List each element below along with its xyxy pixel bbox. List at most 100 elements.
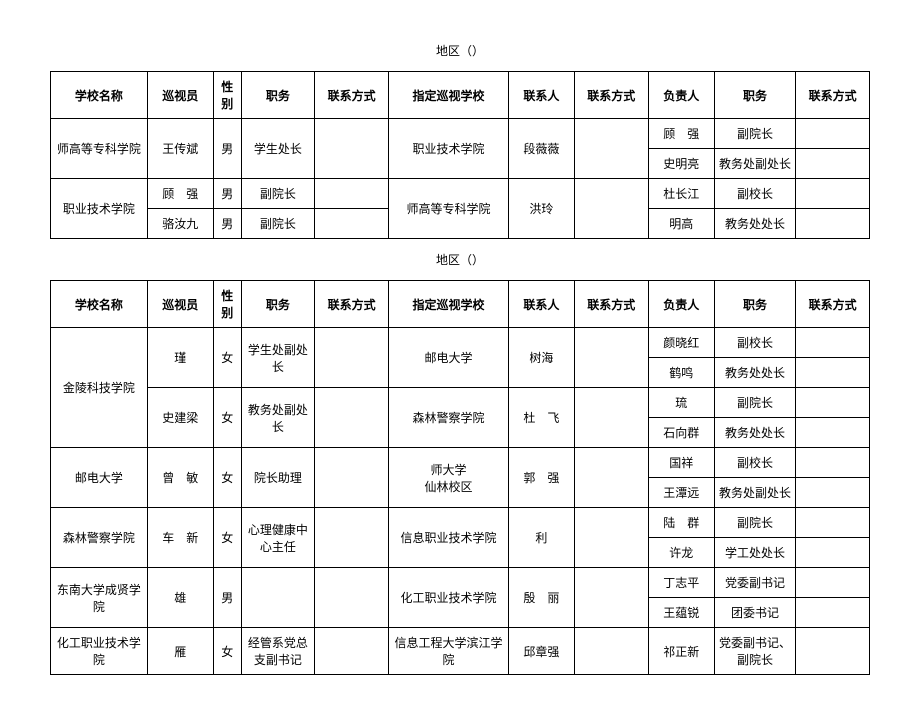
header-cell: 职务 xyxy=(241,72,315,119)
table-cell: 信息职业技术学院 xyxy=(389,508,509,568)
table-cell: 雄 xyxy=(147,568,213,628)
table-cell xyxy=(315,119,389,179)
table-cell: 职业技术学院 xyxy=(389,119,509,179)
table-cell: 党委副书记、副院长 xyxy=(714,628,795,675)
table-cell xyxy=(796,328,870,358)
header-cell: 职务 xyxy=(714,281,795,328)
header-cell: 联系方式 xyxy=(574,72,648,119)
table-cell: 团委书记 xyxy=(714,598,795,628)
header-cell: 职务 xyxy=(241,281,315,328)
table-cell: 颜晓红 xyxy=(648,328,714,358)
section-title: 地区（） xyxy=(50,42,870,59)
header-cell: 职务 xyxy=(714,72,795,119)
table-cell: 化工职业技术学院 xyxy=(389,568,509,628)
table-cell xyxy=(315,209,389,239)
table-cell: 教务处副处长 xyxy=(714,478,795,508)
table-cell: 国祥 xyxy=(648,448,714,478)
table-cell: 副校长 xyxy=(714,179,795,209)
header-cell: 负责人 xyxy=(648,72,714,119)
table-cell: 树海 xyxy=(508,328,574,388)
table-cell: 史建梁 xyxy=(147,388,213,448)
table-cell: 石向群 xyxy=(648,418,714,448)
table-cell: 陆 群 xyxy=(648,508,714,538)
table-cell: 明高 xyxy=(648,209,714,239)
table-cell: 师高等专科学院 xyxy=(51,119,148,179)
table-cell xyxy=(796,418,870,448)
table-cell: 教务处副处长 xyxy=(241,388,315,448)
table-cell xyxy=(796,568,870,598)
table-cell xyxy=(796,508,870,538)
header-cell: 联系方式 xyxy=(315,281,389,328)
table-cell xyxy=(796,628,870,675)
table-cell: 祁正新 xyxy=(648,628,714,675)
table-cell: 郭 强 xyxy=(508,448,574,508)
table-cell xyxy=(796,209,870,239)
table-row: 邮电大学曾 敏女院长助理师大学仙林校区郭 强国祥副校长 xyxy=(51,448,870,478)
table-cell: 副院长 xyxy=(241,179,315,209)
table-cell xyxy=(315,508,389,568)
data-table: 学校名称巡视员性别职务联系方式指定巡视学校联系人联系方式负责人职务联系方式金陵科… xyxy=(50,280,870,675)
table-row: 化工职业技术学院雁女经管系党总支副书记信息工程大学滨江学院邱章强祁正新党委副书记… xyxy=(51,628,870,675)
table-cell xyxy=(796,119,870,149)
table-row: 森林警察学院车 新女心理健康中心主任信息职业技术学院利陆 群副院长 xyxy=(51,508,870,538)
header-cell: 巡视员 xyxy=(147,72,213,119)
table-cell xyxy=(315,328,389,388)
table-cell xyxy=(315,388,389,448)
table-cell: 男 xyxy=(213,119,241,179)
table-cell: 车 新 xyxy=(147,508,213,568)
table-cell: 副校长 xyxy=(714,448,795,478)
table-cell: 女 xyxy=(213,508,241,568)
table-cell xyxy=(796,448,870,478)
table-cell: 东南大学成贤学院 xyxy=(51,568,148,628)
table-cell: 段薇薇 xyxy=(508,119,574,179)
table-cell xyxy=(796,478,870,508)
table-cell xyxy=(315,568,389,628)
table-cell: 女 xyxy=(213,448,241,508)
table-cell: 森林警察学院 xyxy=(389,388,509,448)
header-cell: 联系方式 xyxy=(796,72,870,119)
header-cell: 性别 xyxy=(213,72,241,119)
table-cell: 教务处处长 xyxy=(714,358,795,388)
table-cell xyxy=(796,358,870,388)
header-cell: 巡视员 xyxy=(147,281,213,328)
table-cell xyxy=(796,538,870,568)
header-cell: 联系方式 xyxy=(315,72,389,119)
table-cell: 顾 强 xyxy=(147,179,213,209)
table-cell: 洪玲 xyxy=(508,179,574,239)
table-cell xyxy=(574,119,648,179)
table-row: 史建梁女教务处副处长森林警察学院杜 飞琉副院长 xyxy=(51,388,870,418)
header-cell: 学校名称 xyxy=(51,72,148,119)
table-cell: 邮电大学 xyxy=(389,328,509,388)
header-cell: 指定巡视学校 xyxy=(389,72,509,119)
table-cell: 瑾 xyxy=(147,328,213,388)
table-cell: 殷 丽 xyxy=(508,568,574,628)
table-cell: 学生处长 xyxy=(241,119,315,179)
table-cell: 王蕴锐 xyxy=(648,598,714,628)
header-row: 学校名称巡视员性别职务联系方式指定巡视学校联系人联系方式负责人职务联系方式 xyxy=(51,281,870,328)
table-cell: 曾 敏 xyxy=(147,448,213,508)
table-cell: 副院长 xyxy=(714,508,795,538)
table-row: 师高等专科学院王传斌男学生处长职业技术学院段薇薇顾 强副院长 xyxy=(51,119,870,149)
table-cell: 骆汝九 xyxy=(147,209,213,239)
table-cell: 经管系党总支副书记 xyxy=(241,628,315,675)
table-cell xyxy=(574,568,648,628)
table-cell: 副院长 xyxy=(241,209,315,239)
table-cell xyxy=(574,448,648,508)
table-cell: 师高等专科学院 xyxy=(389,179,509,239)
table-cell xyxy=(574,508,648,568)
table-cell xyxy=(796,179,870,209)
header-cell: 联系人 xyxy=(508,72,574,119)
table-cell: 心理健康中心主任 xyxy=(241,508,315,568)
table-cell xyxy=(574,388,648,448)
table-cell: 化工职业技术学院 xyxy=(51,628,148,675)
table-cell: 学工处处长 xyxy=(714,538,795,568)
table-cell xyxy=(796,149,870,179)
table-cell: 史明亮 xyxy=(648,149,714,179)
table-cell: 顾 强 xyxy=(648,119,714,149)
header-cell: 联系方式 xyxy=(796,281,870,328)
table-cell: 丁志平 xyxy=(648,568,714,598)
table-cell: 男 xyxy=(213,179,241,209)
table-cell xyxy=(315,448,389,508)
table-cell: 职业技术学院 xyxy=(51,179,148,239)
header-cell: 学校名称 xyxy=(51,281,148,328)
